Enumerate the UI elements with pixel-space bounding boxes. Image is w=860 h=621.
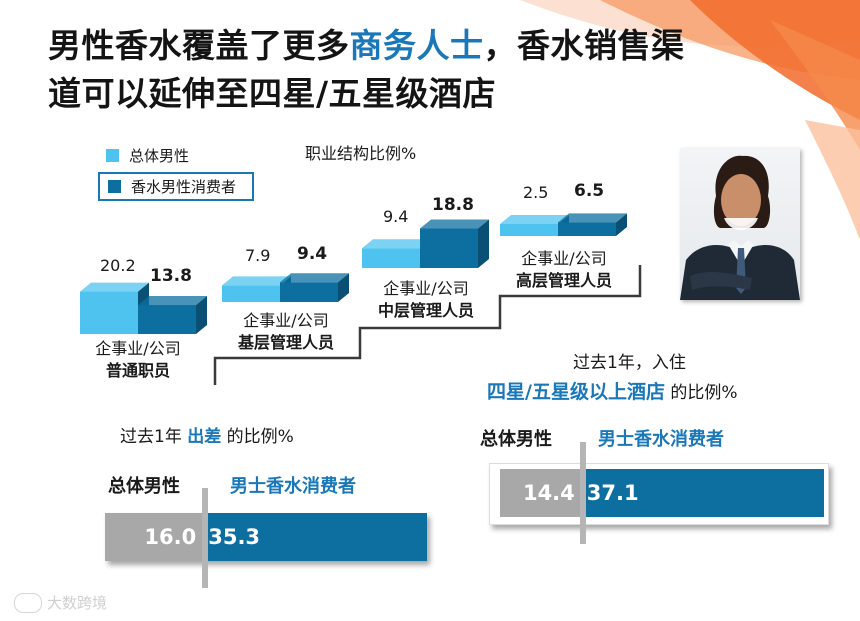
category-label-1-line1: 企事业/公司	[243, 311, 329, 330]
bar-consumer-0	[138, 296, 207, 334]
category-label-1: 企事业/公司 基层管理人员	[222, 310, 350, 354]
bar-overall-3	[500, 215, 569, 236]
legend-swatch-light-blue	[106, 149, 119, 162]
chart1-title: 职业结构比例%	[305, 144, 417, 163]
category-label-0-line2: 普通职员	[105, 361, 170, 380]
bar-overall-1	[222, 276, 291, 302]
chart3-bars: 14.4 37.1	[500, 469, 824, 517]
title-line1-start: 男性香水覆盖了更多	[48, 26, 350, 65]
chart3-bar-consumer: 37.1	[580, 469, 824, 517]
legend-item-consumer: 香水男性消费者	[98, 172, 254, 201]
watermark-logo-icon	[14, 592, 42, 613]
value-label-overall-1: 7.9	[245, 246, 271, 265]
watermark-text: 大数跨境	[47, 594, 108, 612]
category-label-0: 企事业/公司 普通职员	[78, 338, 198, 382]
chart2-bar-consumer: 35.3	[202, 513, 427, 561]
chart3-bar-overall: 14.4	[500, 469, 581, 517]
value-label-consumer-2: 18.8	[432, 195, 474, 215]
chart3-title-line2: 四星/五星级以上酒店 的比例%	[487, 377, 738, 404]
businessman-photo	[680, 148, 800, 300]
category-label-3: 企事业/公司 高层管理人员	[500, 248, 628, 292]
chart2-header-overall: 总体男性	[108, 476, 180, 497]
legend-item-overall: 总体男性	[106, 145, 254, 166]
category-label-1-line2: 基层管理人员	[237, 333, 334, 352]
chart2-bars: 16.0 35.3	[105, 513, 427, 561]
chart2-title-pre: 过去1年	[120, 427, 182, 447]
title-line1-end: ，香水销售渠	[483, 26, 685, 65]
chart3-header-overall: 总体男性	[480, 429, 552, 450]
category-label-2-line2: 中层管理人员	[377, 301, 474, 320]
category-label-3-line1: 企事业/公司	[521, 249, 607, 268]
category-label-0-line1: 企事业/公司	[95, 339, 181, 358]
value-label-consumer-0: 13.8	[150, 266, 192, 286]
value-label-overall-2: 9.4	[383, 207, 409, 226]
category-label-2-line1: 企事业/公司	[383, 279, 469, 298]
title-highlight: 商务人士	[349, 26, 484, 65]
chart3-title-line1: 过去1年，入住	[573, 353, 686, 373]
legend-label-consumer: 香水男性消费者	[131, 178, 237, 196]
category-label-3-line2: 高层管理人员	[515, 271, 612, 290]
watermark: 大数跨境	[14, 592, 107, 613]
staircase-line	[213, 265, 642, 385]
bar-consumer-2	[420, 219, 489, 268]
chart2-divider	[202, 488, 208, 588]
category-label-2: 企事业/公司 中层管理人员	[362, 278, 490, 322]
chart3-divider	[580, 442, 586, 544]
value-label-overall-3: 2.5	[523, 183, 549, 202]
chart2-header-consumer: 男士香水消费者	[230, 476, 356, 497]
bar-consumer-1	[280, 273, 349, 302]
chart2-title-post: 的比例%	[226, 427, 294, 447]
legend-swatch-dark-blue	[108, 180, 121, 193]
chart2-bar-overall: 16.0	[105, 513, 203, 561]
chart3-header-consumer: 男士香水消费者	[598, 429, 724, 450]
chart2-title-highlight: 出差	[187, 427, 222, 447]
title-line2: 道可以延伸至四星/五星级酒店	[48, 74, 497, 113]
chart3-title-highlight: 四星/五星级以上酒店	[487, 381, 665, 403]
bar-consumer-3	[558, 213, 627, 236]
value-label-consumer-3: 6.5	[574, 181, 605, 201]
page-title: 男性香水覆盖了更多商务人士，香水销售渠 道可以延伸至四星/五星级酒店	[48, 22, 685, 118]
chart-legend: 总体男性 香水男性消费者	[98, 145, 254, 201]
value-label-consumer-1: 9.4	[297, 244, 328, 264]
value-label-overall-0: 20.2	[100, 256, 136, 275]
chart2-title: 过去1年 出差 的比例%	[120, 422, 294, 447]
legend-label-overall: 总体男性	[129, 147, 190, 165]
chart3-title-post: 的比例%	[670, 383, 738, 403]
businessman-icon	[680, 155, 800, 300]
